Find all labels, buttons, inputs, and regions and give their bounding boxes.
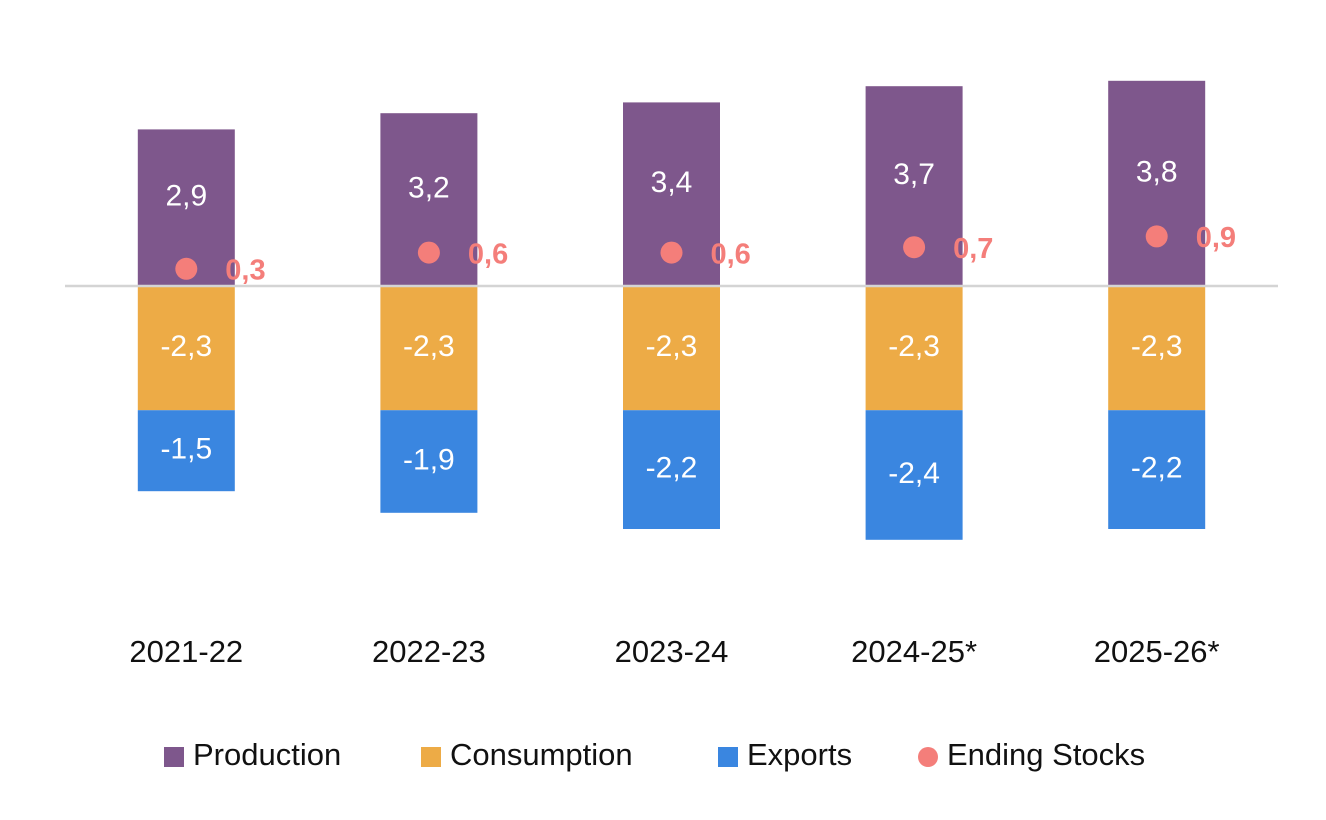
legend: Production Consumption Exports Ending Stock…: [164, 737, 1145, 772]
bar-exports: [137, 410, 235, 492]
ending-stocks-layer: 0,3 0,6 0,6 0,7 0,9: [175, 222, 1236, 286]
data-label-production: 2,9: [165, 180, 207, 213]
bar-consumption: [380, 286, 478, 411]
legend-marker-ending-stocks: [918, 747, 938, 767]
bar-consumption: [1108, 286, 1206, 411]
bar-consumption: [137, 286, 235, 411]
legend-marker-production: [164, 747, 184, 767]
data-label-exports: -2,2: [646, 452, 698, 485]
data-label-exports: -1,9: [403, 443, 455, 476]
bar-exports: [623, 410, 720, 529]
data-label-production: 3,2: [408, 172, 450, 205]
category-label: 2024-25*: [851, 634, 977, 669]
data-label-exports: -1,5: [160, 433, 212, 466]
bar-exports: [380, 410, 478, 513]
category-label: 2025-26*: [1094, 634, 1220, 669]
legend-label-ending-stocks: Ending Stocks: [947, 737, 1145, 772]
data-label-consumption: -2,3: [160, 330, 212, 363]
data-label-ending-stocks: 0,6: [468, 238, 508, 270]
bar-production: [1108, 80, 1206, 286]
bar-consumption: [865, 286, 963, 411]
data-label-consumption: -2,3: [403, 330, 455, 363]
bar-labels-layer: 2,9 -2,3 -1,5 3,2 -2,3 -1,9 3,4 -2,3 -2,2 3,7 -2,3…: [160, 155, 1182, 490]
data-label-ending-stocks: 0,7: [953, 233, 993, 265]
data-label-ending-stocks: 0,9: [1196, 222, 1236, 254]
legend-marker-consumption: [421, 747, 441, 767]
data-label-exports: -2,4: [888, 457, 940, 490]
bar-consumption: [623, 286, 720, 411]
data-label-consumption: -2,3: [888, 330, 940, 363]
data-label-production: 3,7: [893, 158, 935, 191]
data-label-consumption: -2,3: [1131, 330, 1183, 363]
bar-exports: [865, 410, 963, 540]
category-label: 2023-24: [615, 634, 729, 669]
legend-marker-exports: [718, 747, 738, 767]
bar-exports: [1108, 410, 1206, 529]
data-label-production: 3,4: [651, 166, 693, 199]
point-ending-stocks: [1145, 225, 1168, 248]
category-axis: 2021-22 2022-23 2023-24 2024-25* 2025-26*: [129, 634, 1219, 669]
category-label: 2022-23: [372, 634, 486, 669]
point-ending-stocks: [417, 241, 440, 264]
point-ending-stocks: [903, 236, 926, 259]
point-ending-stocks: [175, 257, 198, 280]
data-label-ending-stocks: 0,6: [711, 238, 751, 270]
legend-label-exports: Exports: [747, 737, 852, 772]
legend-label-production: Production: [193, 737, 341, 772]
data-label-exports: -2,2: [1131, 452, 1183, 485]
category-label: 2021-22: [129, 634, 243, 669]
data-label-ending-stocks: 0,3: [225, 254, 265, 286]
point-ending-stocks: [660, 241, 683, 264]
data-label-consumption: -2,3: [646, 330, 698, 363]
legend-label-consumption: Consumption: [450, 737, 633, 772]
data-label-production: 3,8: [1136, 155, 1178, 188]
